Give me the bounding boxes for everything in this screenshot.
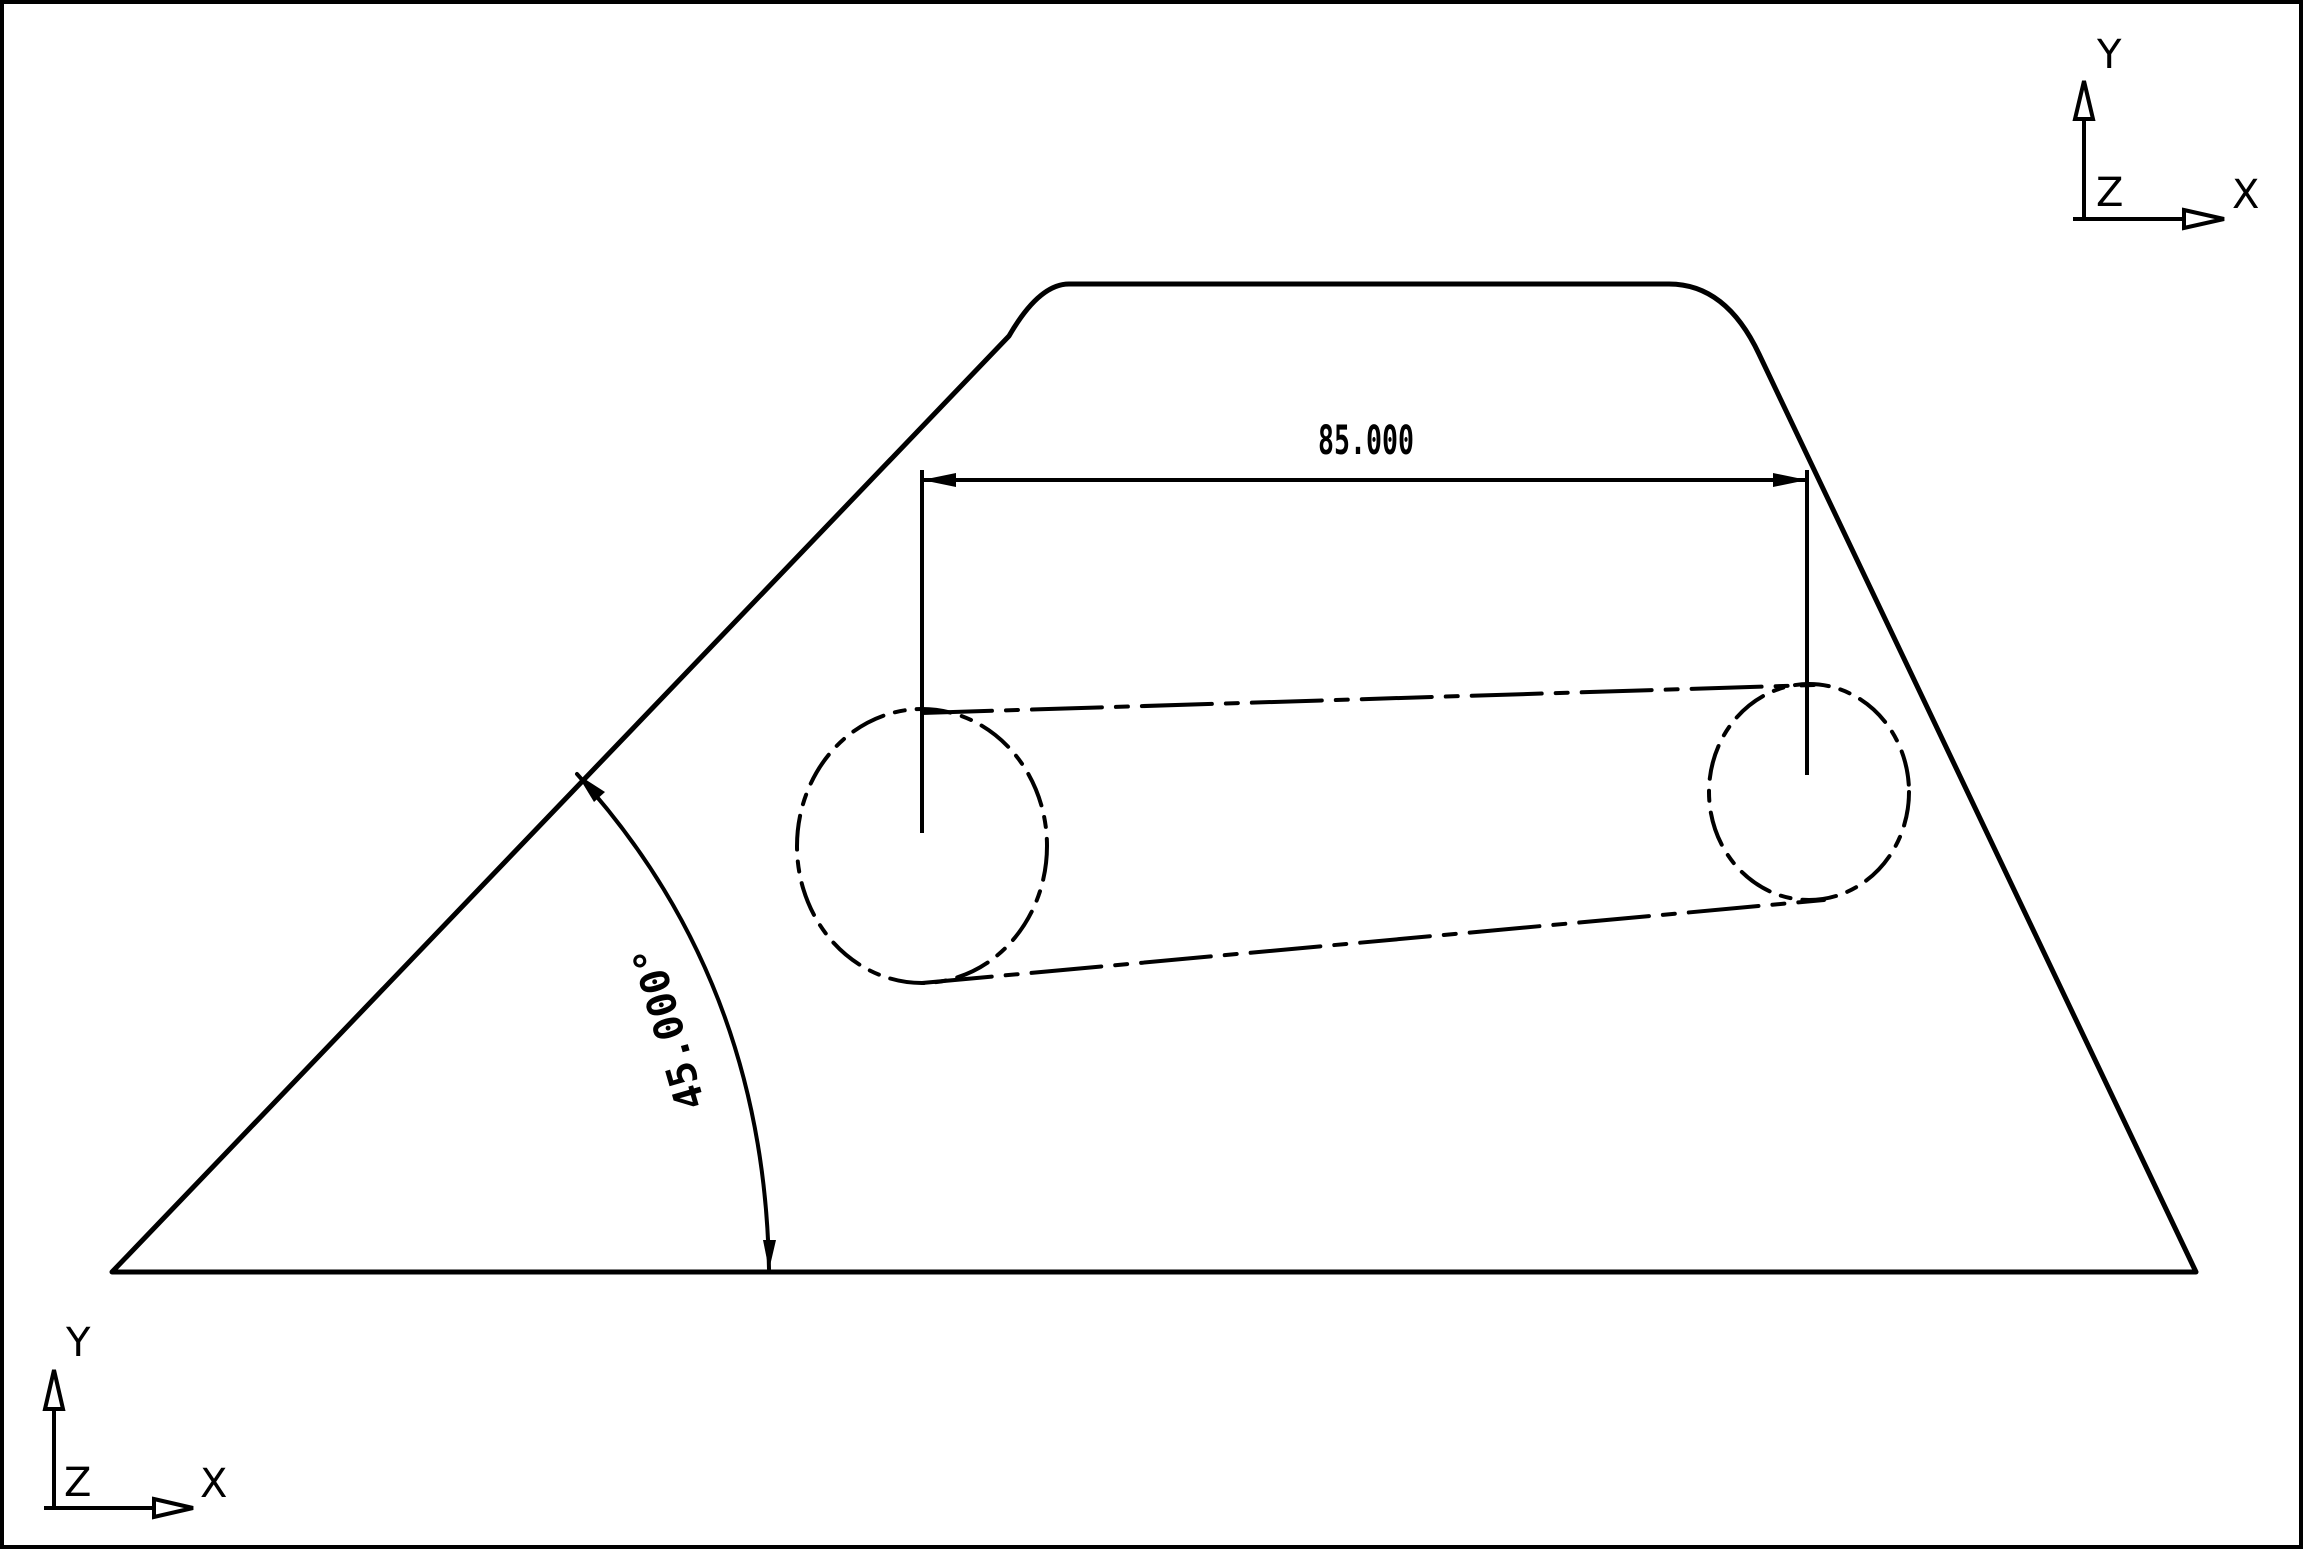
angle-arc xyxy=(575,772,771,1271)
angle-arrowhead-bottom xyxy=(763,1240,776,1270)
slot-feature[interactable] xyxy=(795,682,1911,985)
angle-arrowhead-top xyxy=(577,774,605,802)
view-triad-bottom-left: X Y Z xyxy=(42,1320,227,1520)
triad-z-label: Z xyxy=(64,1460,91,1506)
triad-x-arrow xyxy=(152,1496,194,1520)
triad-x-label: X xyxy=(200,1461,227,1507)
view-triad-top-right: X Y Z xyxy=(2072,32,2259,231)
angular-dimension[interactable]: 45.000° xyxy=(575,772,776,1271)
triad-z-label: Z xyxy=(2096,170,2123,216)
triad-x-arrow xyxy=(2182,207,2225,231)
slot-bottom-edge xyxy=(920,898,1826,985)
linear-dimension-text: 85.000 xyxy=(1318,418,1414,464)
slot-top-edge xyxy=(920,683,1816,715)
triad-y-arrow xyxy=(42,1369,66,1411)
drawing-canvas[interactable]: 85.000 45.000° X Y Z X Y Z xyxy=(4,4,2303,1553)
triad-y-label: Y xyxy=(2096,32,2122,78)
triad-x-label: X xyxy=(2232,172,2259,218)
arrowhead-right xyxy=(1773,473,1807,487)
part-outline[interactable] xyxy=(109,281,2199,1275)
triad-y-label: Y xyxy=(65,1320,91,1366)
triad-y-arrow xyxy=(2072,80,2096,121)
arrowhead-left xyxy=(922,473,956,487)
linear-dimension[interactable]: 85.000 xyxy=(920,418,1809,833)
angular-dimension-text: 45.000° xyxy=(624,940,715,1115)
